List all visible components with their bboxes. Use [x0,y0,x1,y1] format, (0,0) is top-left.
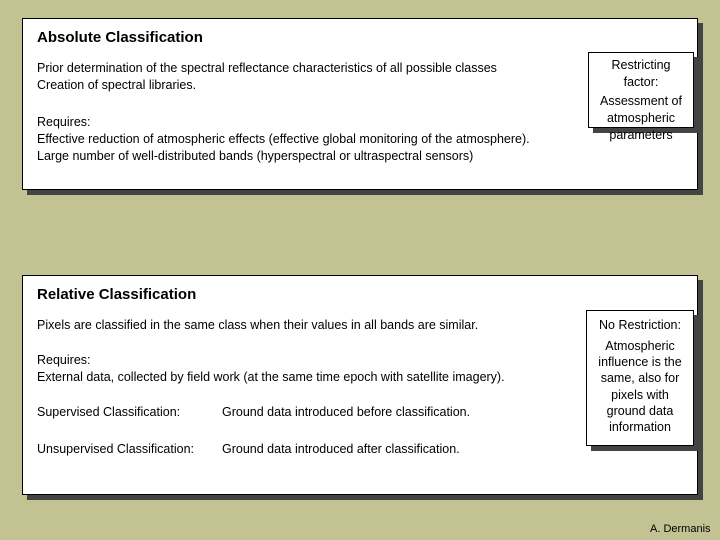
inset-a-title: Restricting factor: [593,57,689,91]
panel-b-unsup-text: Ground data introduced after classificat… [222,441,460,458]
inset-a-body: Assessment of atmospheric parameters [593,93,689,144]
panel-a-line4: Effective reduction of atmospheric effec… [37,131,683,148]
panel-a-title: Absolute Classification [37,29,683,46]
panel-a-line5: Large number of well-distributed bands (… [37,148,683,165]
inset-restricting: Restricting factor: Assessment of atmosp… [588,52,694,128]
panel-b-sup-label: Supervised Classification: [37,404,222,421]
author-label: A. Dermanis [650,523,711,535]
panel-b-unsup-label: Unsupervised Classification: [37,441,222,458]
panel-a-line1: Prior determination of the spectral refl… [37,60,587,77]
inset-norestriction: No Restriction: Atmospheric influence is… [586,310,694,446]
panel-b-sup-text: Ground data introduced before classifica… [222,404,470,421]
inset-b-title: No Restriction: [593,317,687,334]
panel-b-title: Relative Classification [37,286,683,303]
inset-b-body: Atmospheric influence is the same, also … [593,338,687,436]
panel-a-line2: Creation of spectral libraries. [37,77,683,94]
panel-a-line3: Requires: [37,114,683,131]
